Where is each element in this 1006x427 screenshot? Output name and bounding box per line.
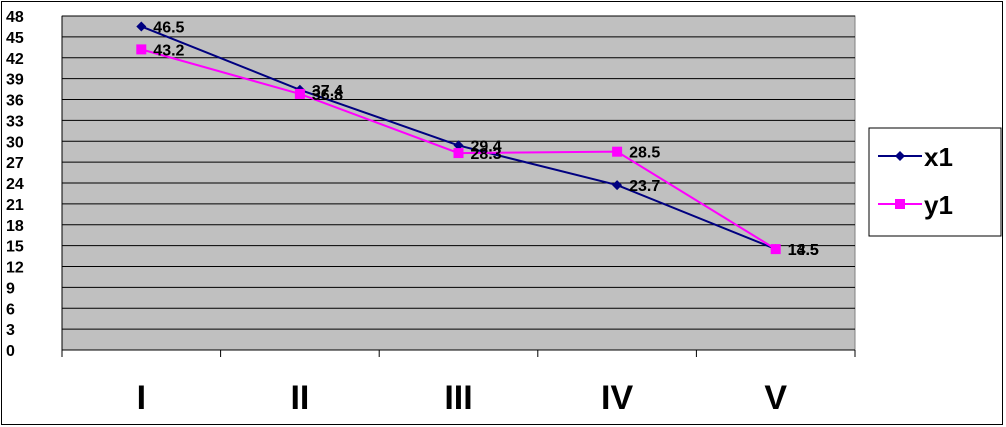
data-point-x1 [612,180,623,191]
y-tick-label: 45 [6,30,24,47]
y-tick-label: 39 [6,72,24,89]
y-tick-label: 15 [6,239,24,256]
data-label-x1: 14.5 [788,242,819,259]
data-labels: 46.5 37.4 29.4 23.7 14.5 43.2 36.8 28.3 28.5 13.5 [153,19,819,259]
data-label-y1: 28.3 [471,146,502,163]
legend-label-y1: y1 [924,190,953,220]
y-tick-label: 48 [6,9,24,26]
data-label-x1: 37.4 [312,83,343,100]
gridlines [62,15,855,330]
legend-marker-y1 [895,199,905,209]
data-label-y1: 13.5 [788,242,819,259]
x-tick-label: II [290,379,309,417]
y-tick-label: 33 [6,113,24,130]
y-tick-label: 42 [6,51,24,68]
x-tick-label: V [764,379,787,417]
y-tick-label: 9 [6,280,15,297]
legend-label-x1: x1 [924,142,953,172]
y-tick-label: 21 [6,197,24,214]
data-point-y1 [612,146,623,157]
y-tick-label: 3 [6,322,15,339]
x-tick-label: III [444,379,472,417]
legend-box [868,127,1002,237]
y-tick-label: 18 [6,218,24,235]
data-label-y1: 28.5 [629,145,660,162]
legend: x1 y1 [868,127,1002,237]
data-point-y1 [770,244,781,255]
data-point-x1 [453,140,464,151]
data-point-y1 [136,44,147,55]
data-point-y1 [294,88,305,99]
y-tick-label: 27 [6,155,24,172]
y-tick-label: 24 [6,176,24,193]
data-label-y1: 36.8 [312,87,343,104]
y-tick-label: 12 [6,260,24,277]
y-tick-label: 30 [6,134,24,151]
data-point-x1 [136,21,147,32]
data-label-x1: 46.5 [153,19,184,36]
series [136,21,781,255]
y-tick-label: 36 [6,93,24,110]
y-tick-label: 0 [6,343,15,360]
x-tick-label: IV [601,379,633,417]
y-tick-label: 6 [6,301,15,318]
x-tick-label: I [137,379,146,417]
data-label-x1: 29.4 [471,138,502,155]
data-label-x1: 23.7 [629,178,660,195]
data-point-y1 [453,148,464,159]
legend-marker-x1 [895,151,905,161]
data-label-y1: 43.2 [153,42,184,59]
